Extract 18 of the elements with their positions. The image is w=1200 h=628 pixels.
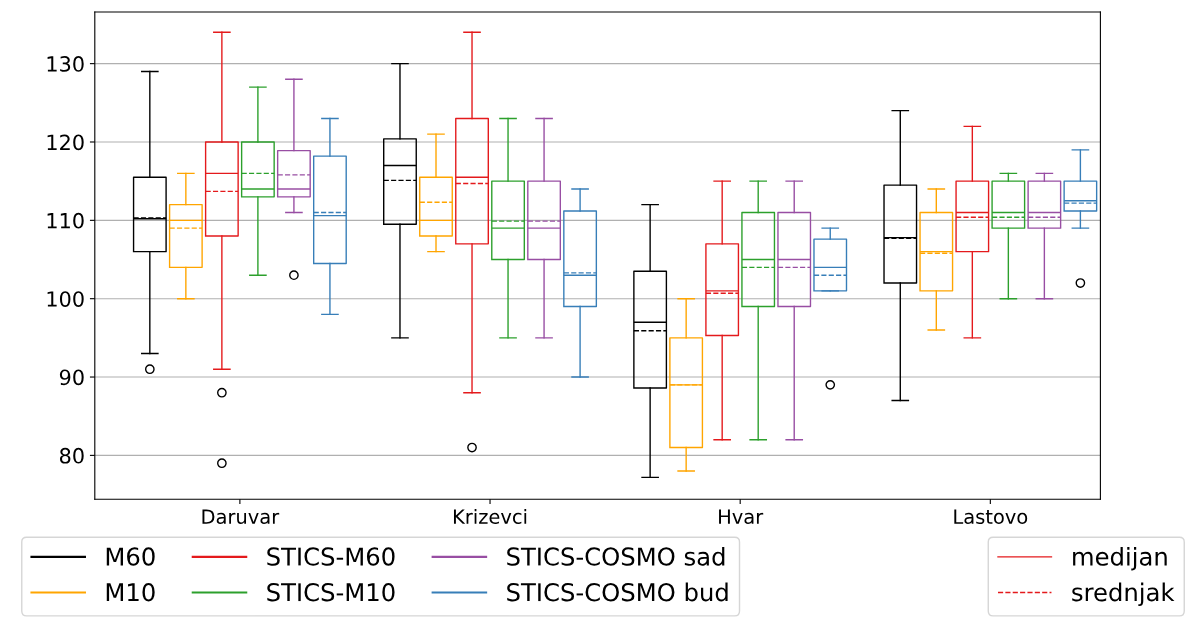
legend-label: STICS-COSMO bud [507,582,728,602]
y-tick-label: 130 [47,56,84,72]
text: srednjak [1072,582,1175,607]
y-tick-label: 100 [47,291,84,307]
y-tick-label: 80 [59,447,84,464]
legend-label: STICS-M60 [267,547,395,566]
legend-label: M60 [106,547,155,566]
legend-label: STICS-M10 [267,583,395,602]
y-tick-label: 110 [47,212,84,229]
x-tick-label: Hvar [719,509,764,525]
text: medijan [1073,546,1167,571]
legend-label: M10 [106,583,155,602]
x-tick-label: Lastovo [954,509,1028,525]
x-tick-label: Daruvar [202,509,280,525]
y-tick-label: 120 [47,134,84,151]
legend-label: STICS-COSMO sad [507,546,725,566]
y-tick-label: 90 [59,369,84,386]
x-tick-label: Krizevci [453,508,527,525]
